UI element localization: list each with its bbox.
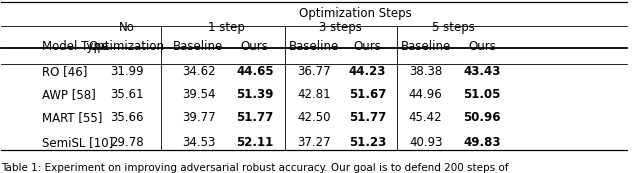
Text: 40.93: 40.93	[409, 136, 442, 149]
Text: 1 step: 1 step	[208, 21, 245, 34]
Text: 34.53: 34.53	[182, 136, 215, 149]
Text: 51.77: 51.77	[349, 111, 386, 124]
Text: Ours: Ours	[468, 40, 496, 53]
Text: Baseline: Baseline	[173, 40, 223, 53]
Text: SemiSL [10]: SemiSL [10]	[42, 136, 113, 149]
Text: Ours: Ours	[241, 40, 269, 53]
Text: 29.78: 29.78	[109, 136, 143, 149]
Text: 3 steps: 3 steps	[319, 21, 362, 34]
Text: 42.50: 42.50	[298, 111, 331, 124]
Text: Optimization: Optimization	[88, 40, 164, 53]
Text: 52.11: 52.11	[236, 136, 273, 149]
Text: Baseline: Baseline	[289, 40, 339, 53]
Text: No: No	[118, 21, 134, 34]
Text: 45.42: 45.42	[409, 111, 442, 124]
Text: 36.77: 36.77	[298, 65, 331, 78]
Text: 31.99: 31.99	[109, 65, 143, 78]
Text: 35.61: 35.61	[110, 88, 143, 101]
Text: 35.66: 35.66	[110, 111, 143, 124]
Text: Baseline: Baseline	[401, 40, 451, 53]
Text: 51.23: 51.23	[349, 136, 386, 149]
Text: 51.67: 51.67	[349, 88, 386, 101]
Text: 51.77: 51.77	[236, 111, 273, 124]
Text: 44.23: 44.23	[349, 65, 386, 78]
Text: Model Type: Model Type	[42, 40, 108, 53]
Text: RO [46]: RO [46]	[42, 65, 88, 78]
Text: Ours: Ours	[353, 40, 381, 53]
Text: Optimization Steps: Optimization Steps	[300, 7, 412, 20]
Text: 49.83: 49.83	[463, 136, 500, 149]
Text: 50.96: 50.96	[463, 111, 500, 124]
Text: 37.27: 37.27	[298, 136, 331, 149]
Text: 51.05: 51.05	[463, 88, 500, 101]
Text: 44.96: 44.96	[409, 88, 442, 101]
Text: 43.43: 43.43	[463, 65, 500, 78]
Text: 38.38: 38.38	[409, 65, 442, 78]
Text: 44.65: 44.65	[236, 65, 274, 78]
Text: AWP [58]: AWP [58]	[42, 88, 96, 101]
Text: Table 1: Experiment on improving adversarial robust accuracy. Our goal is to def: Table 1: Experiment on improving adversa…	[1, 163, 509, 173]
Text: 39.54: 39.54	[182, 88, 215, 101]
Text: 34.62: 34.62	[182, 65, 215, 78]
Text: 51.39: 51.39	[236, 88, 273, 101]
Text: 39.77: 39.77	[182, 111, 215, 124]
Text: 5 steps: 5 steps	[433, 21, 476, 34]
Text: MART [55]: MART [55]	[42, 111, 102, 124]
Text: 42.81: 42.81	[298, 88, 331, 101]
